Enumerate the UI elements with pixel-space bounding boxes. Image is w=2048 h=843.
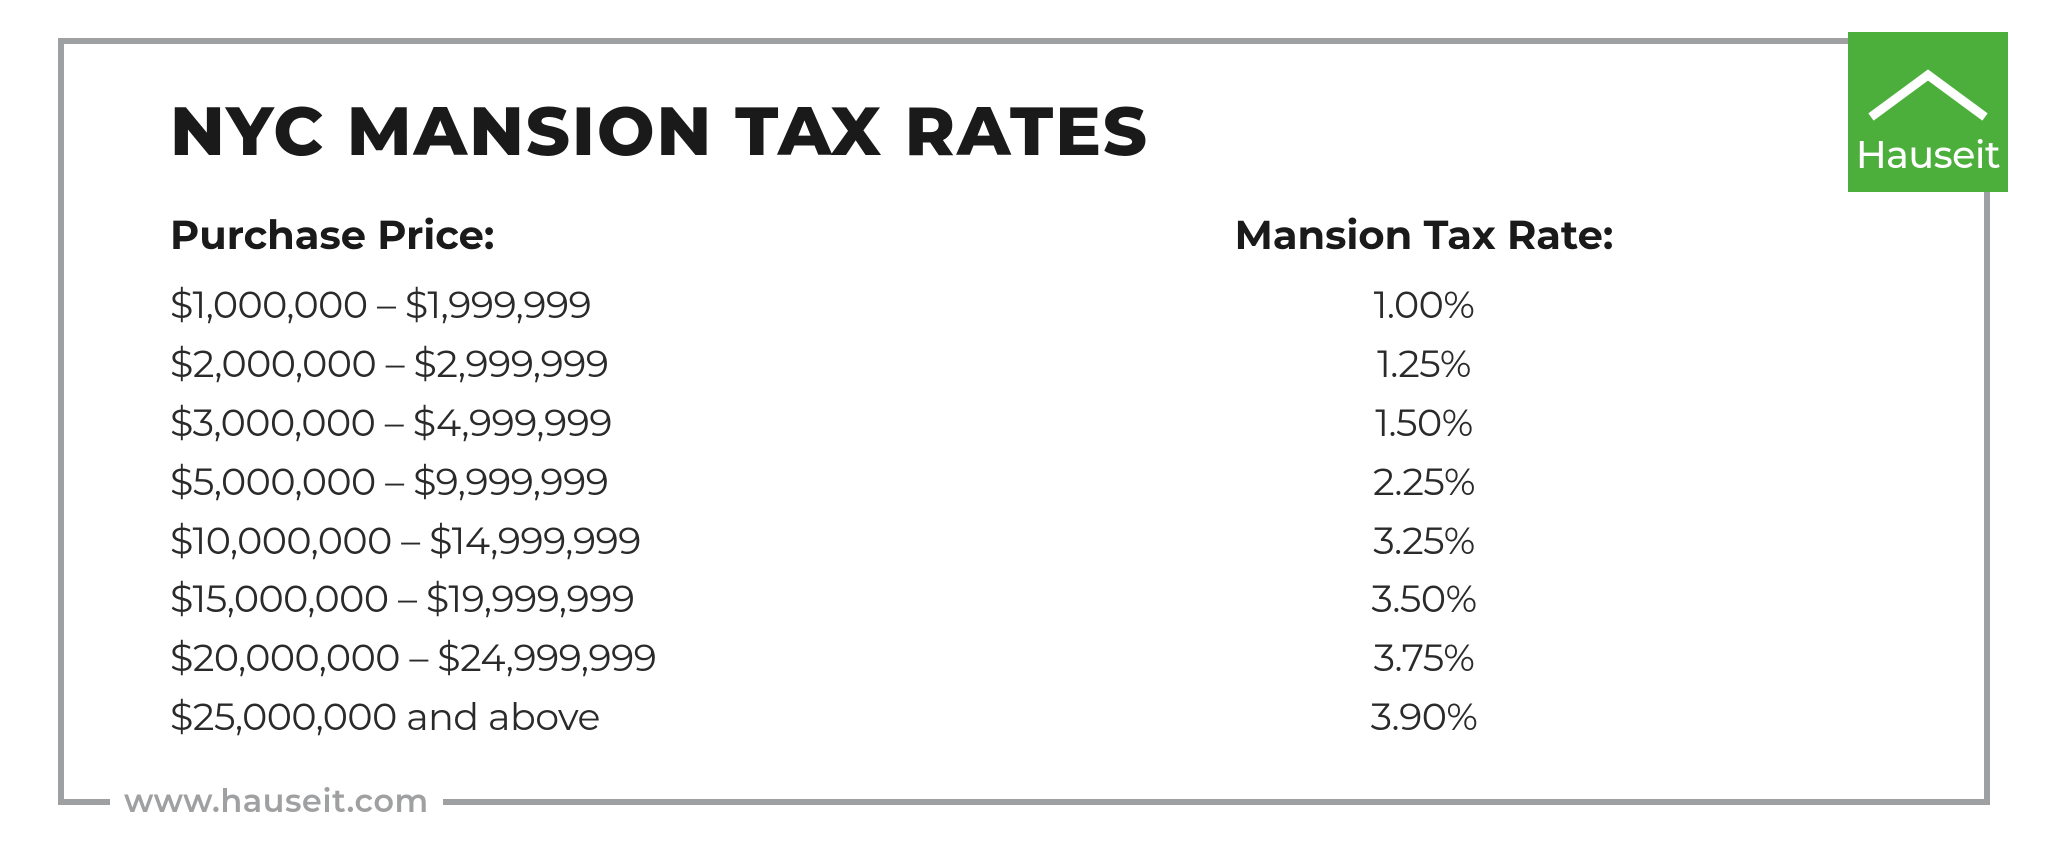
roof-icon: [1863, 65, 1993, 125]
table-row: 3.50%: [970, 570, 1878, 629]
price-header: Purchase Price:: [170, 211, 970, 260]
table-row: 3.25%: [970, 512, 1878, 571]
table-row: $3,000,000 – $4,999,999: [170, 394, 970, 453]
table-row: 2.25%: [970, 453, 1878, 512]
table-row: 1.00%: [970, 276, 1878, 335]
rate-column: Mansion Tax Rate: 1.00% 1.25% 1.50% 2.25…: [970, 211, 1878, 747]
table-row: $10,000,000 – $14,999,999: [170, 512, 970, 571]
table-row: 3.90%: [970, 688, 1878, 747]
table-row: 1.25%: [970, 335, 1878, 394]
table-row: $2,000,000 – $2,999,999: [170, 335, 970, 394]
tax-rate-table: Purchase Price: $1,000,000 – $1,999,999 …: [170, 211, 1878, 747]
main-content: NYC MANSION TAX RATES Purchase Price: $1…: [170, 90, 1878, 747]
table-row: $25,000,000 and above: [170, 688, 970, 747]
table-row: $20,000,000 – $24,999,999: [170, 629, 970, 688]
price-column: Purchase Price: $1,000,000 – $1,999,999 …: [170, 211, 970, 747]
table-row: $15,000,000 – $19,999,999: [170, 570, 970, 629]
page-title: NYC MANSION TAX RATES: [170, 90, 1878, 173]
table-row: $1,000,000 – $1,999,999: [170, 276, 970, 335]
table-row: 3.75%: [970, 629, 1878, 688]
table-row: $5,000,000 – $9,999,999: [170, 453, 970, 512]
rate-header: Mansion Tax Rate:: [970, 211, 1878, 260]
table-row: 1.50%: [970, 394, 1878, 453]
footer-url: www.hauseit.com: [110, 782, 443, 821]
